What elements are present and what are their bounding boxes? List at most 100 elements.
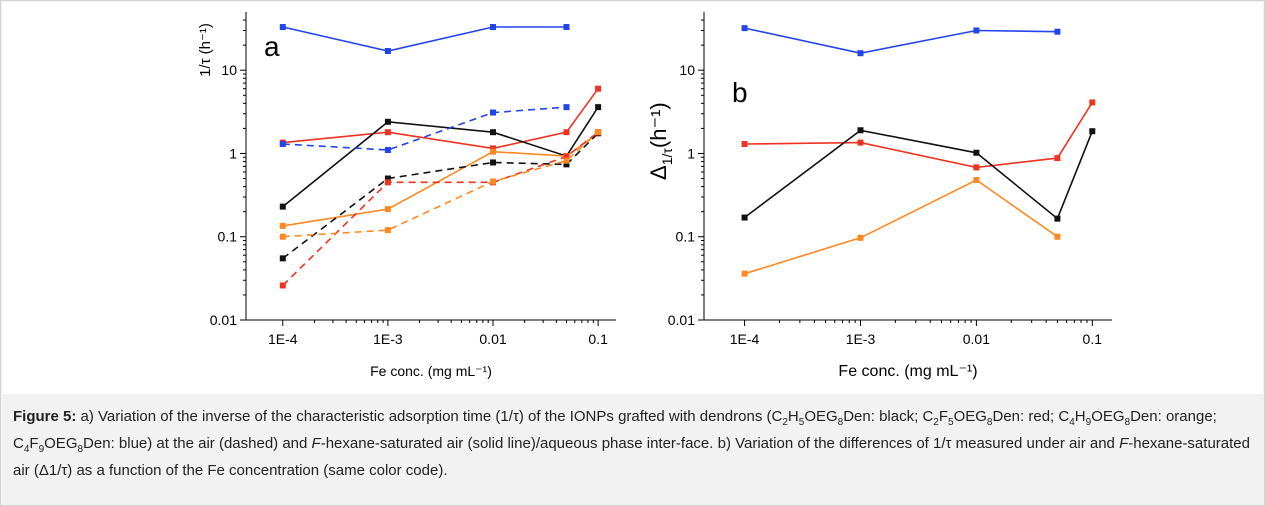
chem-c4h9oeg8den: C4H9OEG8Den (1058, 408, 1158, 428)
data-point (563, 129, 570, 136)
data-point (563, 104, 570, 111)
data-point (595, 104, 602, 111)
caption-italic-f-1: F (311, 435, 321, 452)
data-point (279, 203, 286, 210)
caption-italic-f-2: F (1119, 435, 1129, 452)
caption-text-5: : blue) at the air (dashed) and (110, 435, 312, 452)
chem-c4f9oeg8den: C4F9OEG8Den (13, 435, 111, 455)
data-point (1054, 215, 1061, 222)
x-tick-label: 0.1 (1083, 331, 1103, 347)
data-point (490, 178, 497, 185)
data-point (1089, 99, 1096, 106)
x-tick-label: 0.1 (588, 331, 608, 347)
data-point (973, 149, 980, 156)
chem-c2h5oeg8den: C2H5OEG8Den (771, 408, 871, 428)
y-tick-label: 10 (221, 62, 237, 78)
figure-caption: Figure 5: a) Variation of the inverse of… (13, 406, 1253, 481)
data-point (857, 50, 864, 57)
data-point (384, 129, 391, 136)
data-point (279, 282, 286, 289)
data-point (384, 147, 391, 154)
data-point (490, 145, 497, 152)
caption-text-1: a) Variation of the inverse of the chara… (76, 408, 772, 425)
caption-text-4: : orange; (1157, 408, 1217, 425)
caption-label: Figure 5: (13, 408, 77, 425)
series-line-solid-3 (744, 179, 1058, 275)
x-tick-label: 0.01 (963, 331, 990, 347)
x-tick-label: 1E-4 (268, 331, 298, 347)
data-point (1054, 155, 1061, 162)
data-point (490, 159, 497, 166)
data-point (490, 129, 497, 136)
y-tick-label: 1 (229, 145, 237, 161)
data-point (279, 140, 286, 147)
y-tick-label: 1 (687, 145, 695, 161)
data-point (1054, 233, 1061, 240)
series-line-dashed-5 (282, 132, 599, 260)
caption-text-7: -hexane-saturated air (Δ1/τ) as a functi… (13, 435, 1250, 479)
data-point (857, 139, 864, 146)
data-point (384, 118, 391, 125)
y-tick-label: 10 (679, 62, 695, 78)
data-point (973, 177, 980, 184)
caption-text-6: -hexane-saturated air (solid line)/aqueo… (320, 435, 1120, 452)
chart-svg: 1E-4 1E-3 0.01 0.1 0.01 0.1 1 10 a Fe conc. (mg m… (197, 12, 1112, 380)
caption-text-3: : red; (1020, 408, 1059, 425)
data-point (973, 27, 980, 34)
data-point (384, 48, 391, 55)
chem-c2f5oeg8den: C2F5OEG8Den (922, 408, 1021, 428)
x-tick-label: 1E-4 (730, 331, 760, 347)
data-point (279, 255, 286, 262)
data-point (279, 222, 286, 229)
x-tick-label: 1E-3 (373, 331, 403, 347)
data-point (490, 24, 497, 31)
data-point (741, 25, 748, 32)
data-point (1054, 28, 1061, 35)
x-tick-label: 1E-3 (846, 331, 876, 347)
data-point (279, 24, 286, 31)
data-point (857, 234, 864, 241)
y-tick-label: 0.1 (218, 229, 238, 245)
panel-b: 1E-4 1E-3 0.01 0.1 0.01 0.1 1 10 b Fe conc. (mg m… (646, 12, 1112, 380)
y-tick-label: 0.1 (676, 229, 696, 245)
data-point (490, 109, 497, 116)
panel-letter: a (264, 31, 280, 62)
data-point (973, 164, 980, 171)
data-point (563, 153, 570, 160)
series-line-solid-0 (282, 26, 567, 52)
y-tick-label: 0.01 (668, 312, 695, 328)
y-axis-label: 1/τ (h⁻¹) (197, 23, 214, 77)
series-line-dashed-7 (282, 131, 599, 238)
caption-text-2: : black; (870, 408, 923, 425)
plot-area: 1E-4 1E-3 0.01 0.1 0.01 0.1 1 10 a Fe conc. (mg m… (2, 2, 1263, 394)
x-axis-label: Fe conc. (mg mL⁻¹) (370, 363, 492, 379)
data-point (384, 206, 391, 213)
data-point (384, 175, 391, 182)
data-point (741, 214, 748, 221)
x-tick-label: 0.01 (479, 331, 506, 347)
series-line-solid-1 (744, 101, 1093, 169)
series-line-solid-1 (282, 88, 599, 150)
series-line-solid-2 (282, 106, 599, 208)
data-point (279, 233, 286, 240)
series-line-solid-0 (744, 27, 1058, 55)
data-point (490, 148, 497, 155)
data-point (384, 179, 391, 186)
data-point (384, 227, 391, 234)
y-tick-label: 0.01 (210, 312, 237, 328)
data-point (563, 161, 570, 168)
panel-a: 1E-4 1E-3 0.01 0.1 0.01 0.1 1 10 a Fe conc. (mg m… (197, 12, 616, 379)
data-point (741, 140, 748, 147)
x-axis-label: Fe conc. (mg mL⁻¹) (838, 363, 977, 380)
data-point (563, 157, 570, 164)
data-point (741, 270, 748, 277)
data-point (857, 127, 864, 134)
series-line-dashed-4 (282, 106, 567, 151)
data-point (595, 85, 602, 92)
data-point (595, 129, 602, 136)
y-axis-label: Δ1/τ(h⁻¹) (646, 102, 675, 180)
data-point (563, 24, 570, 31)
panel-letter: b (732, 77, 748, 108)
data-point (1089, 128, 1096, 135)
